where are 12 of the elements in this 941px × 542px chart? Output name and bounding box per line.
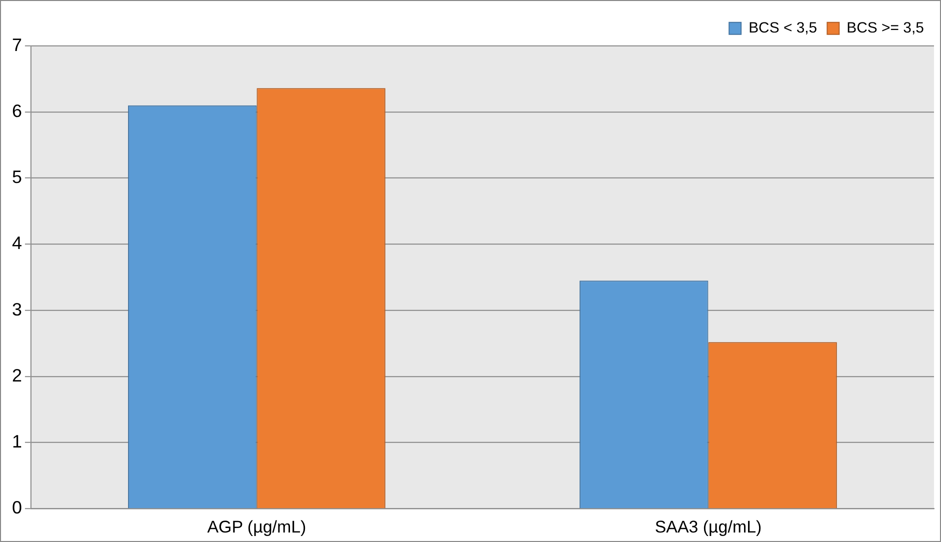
x-tick-label: SAA3 (µg/mL) [654, 518, 762, 537]
x-tick-label: AGP (µg/mL) [207, 518, 306, 537]
y-tick-label: 2 [12, 365, 22, 386]
y-tick-label: 3 [12, 299, 22, 320]
y-tick-label: 1 [12, 432, 22, 452]
y-tick-label: 0 [12, 498, 22, 518]
legend-label: BCS >= 3,5 [846, 20, 924, 37]
y-tick-label: 6 [12, 100, 22, 121]
legend-label: BCS < 3,5 [748, 20, 818, 37]
y-tick-label: 5 [12, 167, 22, 188]
y-tick-label: 7 [12, 34, 22, 55]
y-tick-label: 4 [12, 233, 22, 254]
